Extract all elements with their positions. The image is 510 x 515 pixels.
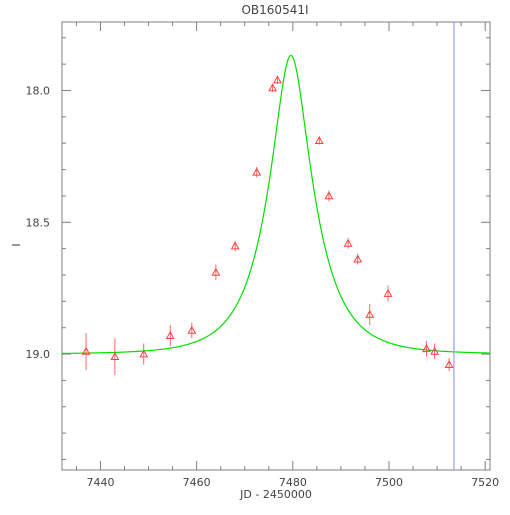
data-point — [230, 240, 240, 252]
model-curve-layer — [61, 54, 491, 355]
triangle-marker — [211, 267, 221, 276]
x-tick-label: 7520 — [471, 476, 499, 489]
data-point — [139, 343, 149, 365]
data-points-layer — [81, 75, 454, 376]
y-tick-label: 18.5 — [26, 216, 51, 229]
y-axis-label: I — [10, 243, 23, 246]
triangle-marker — [81, 346, 91, 355]
data-point — [444, 358, 454, 372]
axis-tick-labels: 7440 7460 7480 7500 7520 18.0 18.5 19.0 — [26, 85, 500, 489]
y-tick-label: 18.0 — [26, 85, 51, 98]
triangle-marker — [268, 83, 278, 92]
data-point — [324, 190, 334, 202]
data-point — [365, 303, 375, 326]
x-tick-label: 7440 — [86, 476, 114, 489]
data-point — [383, 285, 393, 302]
triangle-marker — [444, 359, 454, 368]
data-point — [165, 325, 175, 347]
x-tick-label: 7460 — [183, 476, 211, 489]
triangle-marker — [139, 349, 149, 358]
data-point — [187, 322, 197, 339]
triangle-marker — [324, 191, 334, 200]
data-point — [252, 166, 262, 178]
chart-title: OB160541I — [241, 3, 308, 17]
axis-ticks — [62, 22, 490, 470]
data-point — [314, 135, 324, 145]
data-point — [343, 238, 353, 249]
data-point — [110, 338, 120, 376]
x-axis-label: JD - 2450000 — [239, 488, 312, 501]
triangle-marker — [187, 325, 197, 334]
y-tick-label: 19.0 — [26, 348, 51, 361]
triangle-marker — [343, 238, 353, 247]
triangle-marker — [430, 346, 440, 355]
data-point — [430, 343, 440, 360]
triangle-marker — [383, 288, 393, 297]
triangle-marker — [110, 352, 120, 361]
data-point — [211, 264, 221, 281]
data-point — [268, 83, 278, 92]
triangle-marker — [314, 135, 324, 144]
x-tick-label: 7480 — [279, 476, 307, 489]
data-point — [353, 253, 363, 265]
triangle-marker — [422, 344, 431, 353]
plot-frame — [61, 21, 491, 471]
triangle-marker — [230, 241, 240, 250]
data-point — [81, 332, 91, 370]
x-tick-label: 7500 — [375, 476, 403, 489]
triangle-marker — [165, 330, 175, 339]
model-curve — [61, 54, 491, 355]
triangle-marker — [353, 254, 363, 263]
triangle-marker — [252, 167, 262, 176]
triangle-marker — [365, 309, 375, 318]
data-point — [272, 75, 282, 84]
triangle-marker — [272, 75, 282, 84]
data-point — [422, 340, 431, 357]
